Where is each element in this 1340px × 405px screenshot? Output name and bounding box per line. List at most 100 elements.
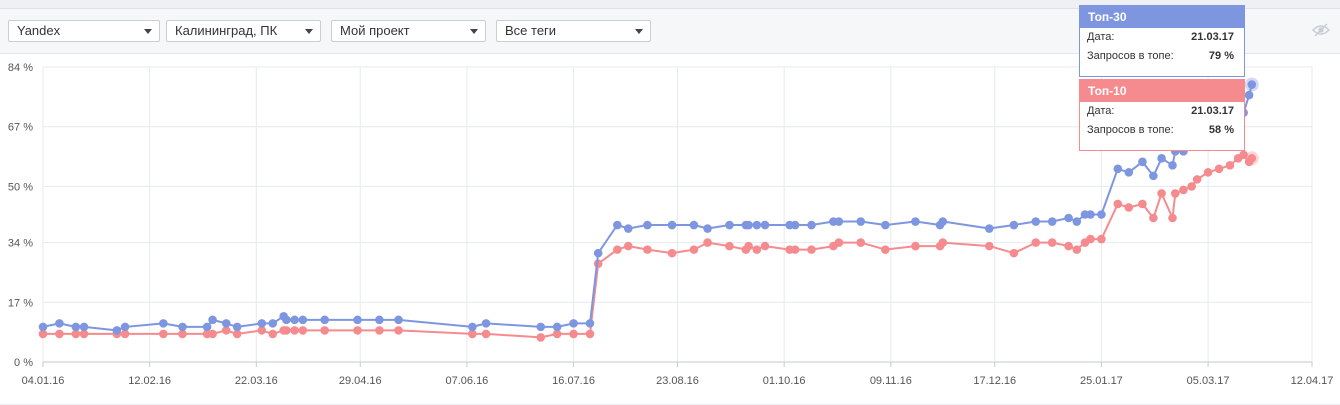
data-point[interactable] [202, 322, 212, 332]
data-point[interactable] [760, 220, 770, 230]
data-point[interactable] [1149, 213, 1158, 223]
data-point[interactable] [703, 224, 712, 233]
eye-crossed-icon[interactable] [1312, 23, 1330, 37]
data-point[interactable] [856, 238, 866, 247]
data-point[interactable] [38, 322, 48, 332]
data-point[interactable] [1064, 213, 1073, 223]
data-point[interactable] [725, 220, 734, 230]
data-point[interactable] [1203, 168, 1213, 177]
data-point[interactable] [689, 245, 699, 254]
data-point[interactable] [752, 220, 762, 230]
data-point[interactable] [623, 241, 633, 251]
data-point[interactable] [1138, 199, 1147, 209]
data-point[interactable] [208, 315, 217, 325]
data-point[interactable] [790, 220, 800, 230]
data-point[interactable] [744, 241, 753, 251]
data-point[interactable] [232, 329, 242, 339]
data-point[interactable] [536, 322, 546, 332]
data-point[interactable] [159, 329, 168, 339]
data-point[interactable] [232, 322, 242, 332]
data-point[interactable] [1031, 217, 1041, 226]
data-point[interactable] [911, 217, 920, 226]
data-point[interactable] [375, 326, 384, 335]
data-point[interactable] [1247, 80, 1257, 89]
tags-select[interactable]: Все теги [496, 20, 651, 42]
data-point[interactable] [221, 326, 231, 335]
project-select[interactable]: Мой проект [331, 20, 486, 42]
data-point[interactable] [834, 238, 844, 247]
data-point[interactable] [834, 217, 844, 226]
data-point[interactable] [468, 329, 477, 339]
data-point[interactable] [1086, 234, 1095, 244]
data-point[interactable] [1138, 157, 1147, 167]
data-point[interactable] [881, 245, 890, 254]
data-point[interactable] [667, 220, 677, 230]
data-point[interactable] [807, 245, 816, 254]
data-point[interactable] [1225, 161, 1235, 170]
data-point[interactable] [744, 220, 753, 230]
data-point[interactable] [1113, 164, 1123, 174]
data-point[interactable] [257, 319, 267, 328]
data-point[interactable] [71, 322, 81, 332]
engine-select[interactable]: Yandex [8, 20, 160, 42]
data-point[interactable] [290, 315, 299, 325]
data-point[interactable] [178, 329, 187, 339]
data-point[interactable] [298, 315, 308, 325]
data-point[interactable] [1097, 234, 1106, 244]
data-point[interactable] [552, 322, 562, 332]
data-point[interactable] [911, 241, 920, 251]
data-point[interactable] [1047, 238, 1057, 247]
data-point[interactable] [1244, 90, 1254, 100]
data-point[interactable] [1192, 175, 1202, 184]
data-point[interactable] [481, 319, 491, 328]
data-point[interactable] [1072, 245, 1082, 254]
data-point[interactable] [1097, 210, 1106, 219]
data-point[interactable] [257, 326, 267, 335]
data-point[interactable] [178, 322, 187, 332]
data-point[interactable] [1157, 154, 1166, 163]
data-point[interactable] [643, 245, 652, 254]
data-point[interactable] [643, 220, 652, 230]
data-point[interactable] [536, 333, 546, 342]
data-point[interactable] [298, 326, 308, 335]
data-point[interactable] [1086, 210, 1095, 219]
data-point[interactable] [725, 241, 734, 251]
data-point[interactable] [375, 315, 384, 325]
data-point[interactable] [481, 329, 491, 339]
data-point[interactable] [938, 217, 948, 226]
region-select[interactable]: Калининград, ПК [166, 20, 321, 42]
data-point[interactable] [120, 322, 130, 332]
data-point[interactable] [1072, 217, 1082, 226]
data-point[interactable] [1009, 248, 1019, 258]
data-point[interactable] [353, 326, 362, 335]
data-point[interactable] [667, 248, 677, 258]
data-point[interactable] [760, 241, 770, 251]
data-point[interactable] [320, 315, 329, 325]
data-point[interactable] [79, 329, 89, 339]
data-point[interactable] [984, 241, 994, 251]
data-point[interactable] [1009, 220, 1019, 230]
data-point[interactable] [159, 319, 168, 328]
data-point[interactable] [79, 322, 89, 332]
data-point[interactable] [856, 217, 866, 226]
data-point[interactable] [38, 329, 48, 339]
data-point[interactable] [208, 329, 217, 339]
data-point[interactable] [613, 245, 622, 254]
data-point[interactable] [320, 326, 329, 335]
data-point[interactable] [1168, 161, 1177, 170]
data-point[interactable] [1168, 213, 1177, 223]
data-point[interactable] [1187, 182, 1196, 191]
data-point[interactable] [1047, 217, 1057, 226]
data-point[interactable] [1113, 199, 1123, 209]
data-point[interactable] [55, 319, 64, 328]
data-point[interactable] [290, 326, 299, 335]
data-point[interactable] [120, 329, 130, 339]
data-point[interactable] [282, 315, 291, 325]
data-point[interactable] [221, 319, 231, 328]
data-point[interactable] [1064, 241, 1073, 251]
data-point[interactable] [394, 315, 403, 325]
data-point[interactable] [1149, 171, 1158, 181]
data-point[interactable] [552, 329, 562, 339]
data-point[interactable] [881, 220, 890, 230]
data-point[interactable] [268, 329, 278, 339]
